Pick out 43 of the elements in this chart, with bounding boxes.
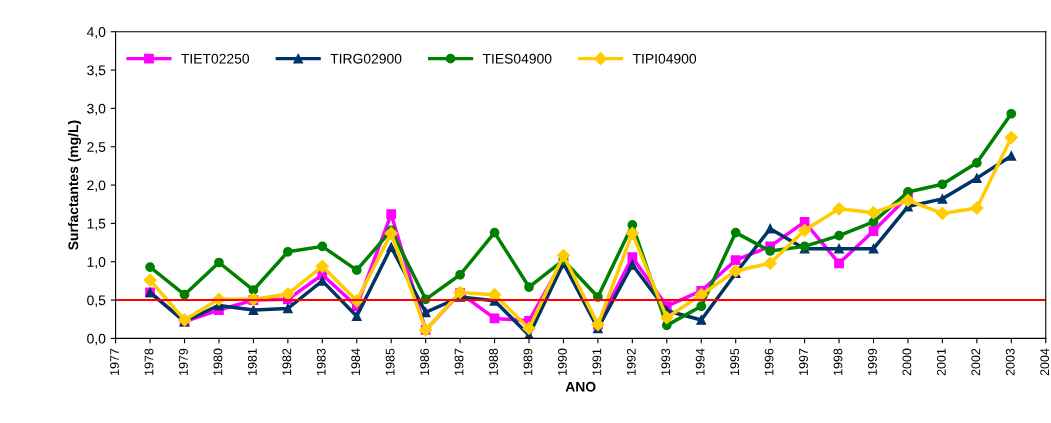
x-tick-label: 1986 xyxy=(420,348,430,375)
x-tick-label: 1989 xyxy=(523,348,533,375)
x-tick-label: 1985 xyxy=(385,348,395,375)
y-axis-title: Surfactantes (mg/L) xyxy=(68,120,82,250)
x-tick-label: 1997 xyxy=(799,348,808,375)
x-tick-label: 1994 xyxy=(695,348,705,375)
legend-label: TIES04900 xyxy=(482,53,552,64)
x-tick-label: 1990 xyxy=(557,348,567,375)
x-tick-label: 2004 xyxy=(1040,348,1050,376)
x-tick-label: 1998 xyxy=(833,348,843,375)
x-tick-label: 1977 xyxy=(110,348,119,375)
x-tick-label: 1987 xyxy=(454,348,464,375)
x-tick-label: 1980 xyxy=(213,348,223,375)
x-tick-label: 1991 xyxy=(592,348,602,375)
x-tick-label: 2003 xyxy=(1005,348,1015,376)
x-tick-label: 1978 xyxy=(144,348,154,375)
x-tick-label: 1982 xyxy=(282,348,292,375)
y-tick-label: 0,0 xyxy=(87,333,106,346)
y-tick-label: 3,0 xyxy=(87,103,106,116)
y-tick-label: 0,5 xyxy=(87,295,106,307)
x-tick-label: 1984 xyxy=(351,348,361,375)
x-axis-title: ANO xyxy=(565,381,596,392)
y-tick-label: 1,0 xyxy=(87,257,106,269)
y-tick-label: 1,5 xyxy=(87,218,106,231)
x-tick-label: 1995 xyxy=(730,348,740,375)
x-tick-label: 1999 xyxy=(868,348,877,375)
y-tick-label: 2,5 xyxy=(87,142,106,154)
y-tick-label: 4,0 xyxy=(86,27,106,39)
x-tick-label: 1992 xyxy=(626,348,636,375)
legend-label: TIPI04900 xyxy=(632,53,697,64)
y-tick-label: 3,5 xyxy=(87,65,106,77)
legend-label: TIRG02900 xyxy=(330,53,402,64)
x-tick-label: 1981 xyxy=(247,348,257,375)
x-tick-label: 1993 xyxy=(661,348,671,375)
x-tick-label: 1983 xyxy=(316,348,326,375)
legend-label: TIET02250 xyxy=(181,53,250,64)
x-tick-label: 2001 xyxy=(936,348,946,376)
x-tick-label: 1979 xyxy=(179,348,188,375)
x-tick-label: 1996 xyxy=(764,348,774,375)
x-tick-label: 2002 xyxy=(971,348,981,376)
y-tick-label: 2,0 xyxy=(87,180,106,192)
x-tick-label: 2000 xyxy=(902,348,912,376)
x-tick-label: 1988 xyxy=(489,348,498,375)
